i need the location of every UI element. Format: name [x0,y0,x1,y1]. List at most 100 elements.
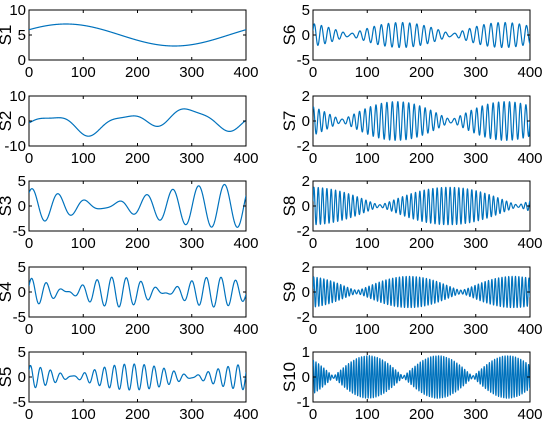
x-tick-label: 300 [463,150,488,167]
y-tick-label: 5 [18,259,26,276]
axes-box [28,9,247,61]
x-tick-label: 200 [125,150,150,167]
x-tick-label: 0 [25,321,33,338]
x-tick-label: 300 [179,235,204,252]
x-tick-label: 100 [71,235,96,252]
y-tick-label: 0 [18,198,26,215]
y-tick-label: 0 [302,113,310,130]
x-tick-label: 200 [409,235,434,252]
y-tick-label: -5 [13,309,26,326]
y-tick-label: 1 [302,344,310,361]
signal-line [29,183,246,228]
signal-line [29,23,246,47]
y-tick-label: -2 [297,138,310,155]
x-tick-label: 200 [409,321,434,338]
x-tick-label: 300 [463,64,488,81]
x-tick-label: 100 [355,321,380,338]
x-tick-label: 300 [179,64,204,81]
signal-line [313,275,530,309]
x-tick-label: 0 [25,150,33,167]
signal-line [313,186,530,226]
y-tick-label: 0 [18,369,26,386]
y-tick-label: 5 [18,344,26,361]
y-axis-label: S3 [0,196,15,217]
y-tick-label: 10 [9,2,26,19]
y-tick-label: 0 [302,284,310,301]
y-tick-label: 2 [302,88,310,105]
x-tick-label: 100 [71,321,96,338]
y-axis-label: S7 [280,111,299,132]
x-tick-label: 200 [409,150,434,167]
y-tick-label: -5 [297,52,310,69]
y-tick-label: 0 [302,369,310,386]
x-tick-label: 400 [233,406,258,423]
x-tick-label: 300 [463,406,488,423]
x-tick-label: 200 [125,406,150,423]
x-tick-label: 400 [233,150,258,167]
x-tick-label: 200 [125,235,150,252]
x-tick-label: 0 [309,321,317,338]
x-tick-label: 100 [355,64,380,81]
y-tick-label: 2 [302,173,310,190]
x-tick-label: 200 [409,406,434,423]
x-tick-label: 300 [179,321,204,338]
x-tick-label: 300 [179,150,204,167]
x-tick-label: 400 [517,406,542,423]
x-tick-label: 400 [517,64,542,81]
signal-line [313,101,530,141]
x-tick-label: 400 [233,321,258,338]
y-tick-label: -2 [297,309,310,326]
y-axis-label: S9 [280,282,299,303]
y-axis-label: S6 [280,25,299,46]
axes-box [28,351,247,403]
x-tick-label: 200 [409,64,434,81]
y-tick-label: 5 [18,27,26,44]
y-tick-label: 10 [9,88,26,105]
x-tick-label: 100 [355,406,380,423]
signal-line [29,363,246,391]
y-tick-label: 0 [302,198,310,215]
y-axis-label: S1 [0,25,15,46]
subplot-s1: 0 100 200 300 400 0 5 10 S1 [0,2,259,81]
x-tick-label: 300 [179,406,204,423]
y-axis-label: S2 [0,111,15,132]
y-tick-label: 5 [302,2,310,19]
x-tick-label: 400 [517,150,542,167]
x-tick-label: 200 [125,64,150,81]
x-tick-label: 400 [233,235,258,252]
y-tick-label: -1 [297,394,310,411]
x-tick-label: 100 [355,150,380,167]
y-tick-label: 5 [18,173,26,190]
x-tick-label: 400 [517,321,542,338]
y-axis-label: S4 [0,282,15,303]
signal-line [29,108,246,137]
signal-line [313,21,530,49]
x-tick-label: 300 [463,235,488,252]
y-axis-label: S10 [280,362,299,392]
x-tick-label: 100 [71,64,96,81]
y-axis-label: S8 [280,196,299,217]
x-tick-label: 400 [517,235,542,252]
y-tick-label: -5 [13,394,26,411]
x-tick-label: 300 [463,321,488,338]
y-tick-label: 0 [302,27,310,44]
x-tick-label: 100 [71,406,96,423]
x-tick-label: 100 [71,150,96,167]
x-tick-label: 200 [125,321,150,338]
y-tick-label: 0 [18,284,26,301]
x-tick-label: 0 [309,150,317,167]
signal-line [29,276,246,308]
y-tick-label: -10 [4,138,26,155]
y-tick-label: 2 [302,259,310,276]
x-tick-label: 0 [25,64,33,81]
x-tick-label: 0 [309,235,317,252]
x-tick-label: 0 [309,406,317,423]
signal-line [313,355,530,399]
y-tick-label: -5 [13,223,26,240]
